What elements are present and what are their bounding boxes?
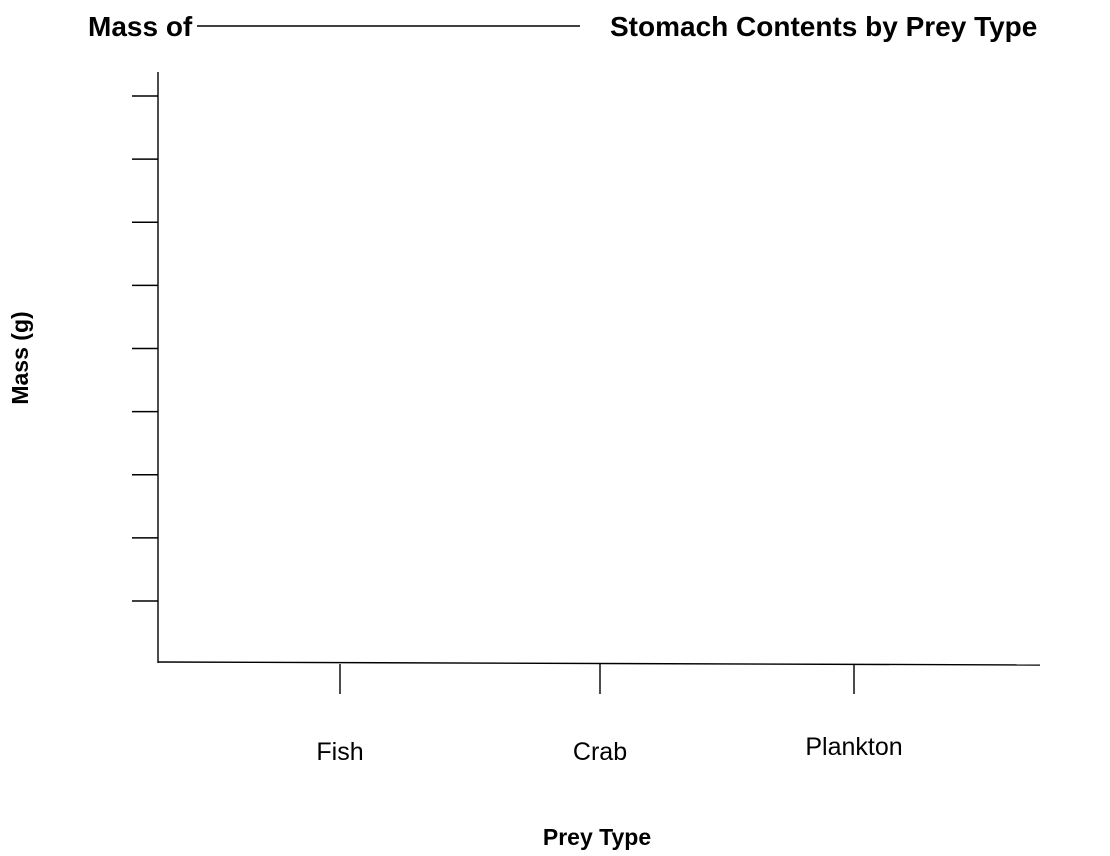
x-axis-ticks (339, 664, 855, 694)
chart-title-suffix: Stomach Contents by Prey Type (610, 11, 1037, 42)
x-tick-label-plankton: Plankton (805, 733, 902, 761)
x-axis-title: Prey Type (543, 824, 651, 850)
x-tick-label-fish: Fish (316, 738, 363, 766)
x-axis-line (157, 661, 1041, 666)
x-axis-tick-labels: Fish Crab Plankton (316, 733, 902, 766)
y-axis-ticks (132, 95, 158, 602)
x-tick-label-crab: Crab (573, 738, 627, 766)
y-axis-title: Mass (g) (7, 311, 33, 404)
chart-title-prefix: Mass of (88, 11, 193, 42)
